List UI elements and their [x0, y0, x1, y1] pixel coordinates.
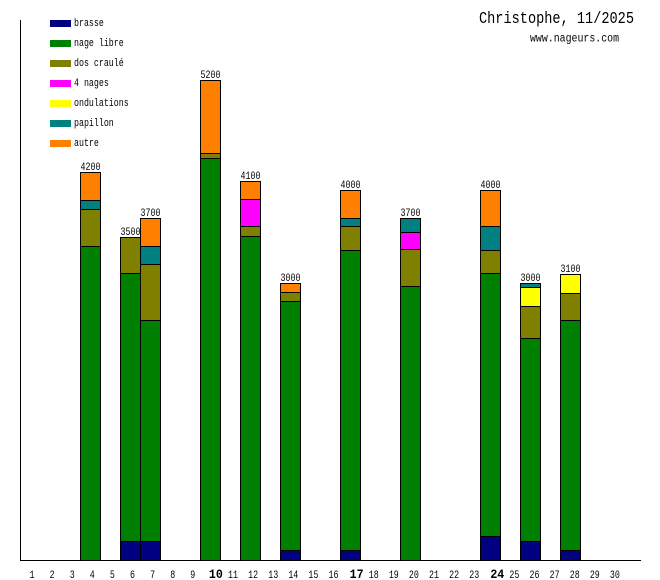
svg-text:27: 27 — [550, 569, 560, 580]
svg-text:6: 6 — [130, 569, 135, 580]
svg-text:4000: 4000 — [341, 179, 361, 191]
svg-text:4100: 4100 — [241, 170, 261, 182]
svg-text:brasse: brasse — [74, 17, 104, 29]
svg-text:20: 20 — [409, 569, 419, 580]
svg-text:15: 15 — [308, 569, 318, 580]
svg-text:28: 28 — [570, 569, 580, 580]
svg-text:1: 1 — [30, 569, 35, 580]
svg-text:www.nageurs.com: www.nageurs.com — [530, 33, 619, 46]
svg-text:9: 9 — [190, 569, 195, 580]
svg-text:14: 14 — [288, 569, 298, 580]
svg-text:19: 19 — [389, 569, 399, 580]
svg-text:24: 24 — [490, 567, 504, 580]
svg-text:17: 17 — [350, 567, 364, 580]
svg-text:nage libre: nage libre — [74, 37, 124, 49]
svg-text:29: 29 — [590, 569, 600, 580]
svg-text:3: 3 — [70, 569, 75, 580]
svg-text:4200: 4200 — [81, 161, 101, 173]
svg-text:5: 5 — [110, 569, 115, 580]
svg-text:18: 18 — [369, 569, 379, 580]
svg-text:3000: 3000 — [281, 272, 301, 284]
svg-text:2: 2 — [50, 569, 55, 580]
svg-text:dos craulé: dos craulé — [74, 57, 124, 69]
svg-text:5200: 5200 — [201, 69, 221, 81]
svg-text:4 nages: 4 nages — [74, 77, 109, 89]
svg-text:4000: 4000 — [481, 179, 501, 191]
svg-text:23: 23 — [469, 569, 479, 580]
svg-text:papillon: papillon — [74, 117, 114, 129]
svg-text:30: 30 — [610, 569, 620, 580]
svg-text:4: 4 — [90, 569, 95, 580]
svg-text:8: 8 — [170, 569, 175, 580]
svg-text:Christophe, 11/2025: Christophe, 11/2025 — [479, 9, 634, 29]
svg-text:3500: 3500 — [121, 226, 141, 238]
svg-text:12: 12 — [248, 569, 258, 580]
svg-text:3100: 3100 — [561, 263, 581, 275]
svg-text:26: 26 — [530, 569, 540, 580]
svg-text:21: 21 — [429, 569, 439, 580]
svg-text:22: 22 — [449, 569, 459, 580]
svg-text:3700: 3700 — [401, 207, 421, 219]
svg-text:ondulations: ondulations — [74, 97, 129, 109]
svg-text:16: 16 — [329, 569, 339, 580]
svg-text:autre: autre — [74, 137, 99, 149]
svg-text:3000: 3000 — [521, 272, 541, 284]
svg-text:10: 10 — [209, 567, 223, 580]
svg-text:25: 25 — [509, 569, 519, 580]
svg-text:3700: 3700 — [141, 207, 161, 219]
svg-text:11: 11 — [228, 569, 238, 580]
svg-text:13: 13 — [268, 569, 278, 580]
svg-text:7: 7 — [150, 569, 155, 580]
